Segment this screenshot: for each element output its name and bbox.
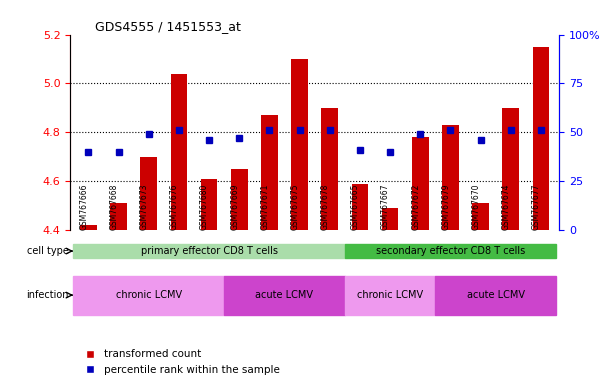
Text: GSM767675: GSM767675 — [291, 184, 299, 230]
Text: GSM767677: GSM767677 — [532, 184, 541, 230]
Bar — [231, 169, 247, 230]
Bar — [291, 59, 308, 230]
Text: GSM767673: GSM767673 — [140, 184, 148, 230]
Bar — [73, 276, 224, 314]
Text: GSM767678: GSM767678 — [321, 184, 330, 230]
Bar — [351, 184, 368, 230]
Bar — [110, 203, 127, 230]
Bar — [224, 276, 345, 314]
Text: GSM767665: GSM767665 — [351, 184, 360, 230]
Text: GDS4555 / 1451553_at: GDS4555 / 1451553_at — [95, 20, 241, 33]
Bar — [533, 47, 549, 230]
Text: GSM767676: GSM767676 — [170, 184, 179, 230]
Bar — [261, 115, 278, 230]
Text: cell type: cell type — [27, 246, 69, 256]
Bar — [201, 179, 218, 230]
Bar — [412, 137, 428, 230]
Text: GSM767679: GSM767679 — [441, 184, 450, 230]
Legend: transformed count, percentile rank within the sample: transformed count, percentile rank withi… — [76, 345, 284, 379]
Bar — [382, 208, 398, 230]
Text: GSM767670: GSM767670 — [472, 184, 481, 230]
Bar — [436, 276, 556, 314]
Text: GSM767671: GSM767671 — [260, 184, 269, 230]
Bar — [73, 243, 345, 258]
Text: primary effector CD8 T cells: primary effector CD8 T cells — [141, 246, 277, 256]
Text: GSM767666: GSM767666 — [79, 184, 89, 230]
Bar — [502, 108, 519, 230]
Bar — [170, 74, 187, 230]
Bar — [321, 108, 338, 230]
Text: chronic LCMV: chronic LCMV — [115, 290, 182, 300]
Bar — [442, 125, 459, 230]
Text: chronic LCMV: chronic LCMV — [357, 290, 423, 300]
Text: GSM767680: GSM767680 — [200, 184, 209, 230]
Text: GSM767668: GSM767668 — [109, 184, 119, 230]
Text: acute LCMV: acute LCMV — [467, 290, 525, 300]
Bar — [80, 225, 97, 230]
Text: acute LCMV: acute LCMV — [255, 290, 313, 300]
Text: GSM767669: GSM767669 — [230, 184, 240, 230]
Bar — [141, 157, 157, 230]
Text: GSM767672: GSM767672 — [411, 184, 420, 230]
Text: secondary effector CD8 T cells: secondary effector CD8 T cells — [376, 246, 525, 256]
Bar — [472, 203, 489, 230]
Bar — [345, 243, 556, 258]
Text: GSM767667: GSM767667 — [381, 184, 390, 230]
Text: infection: infection — [26, 290, 69, 300]
Text: GSM767674: GSM767674 — [502, 184, 511, 230]
Bar — [345, 276, 436, 314]
